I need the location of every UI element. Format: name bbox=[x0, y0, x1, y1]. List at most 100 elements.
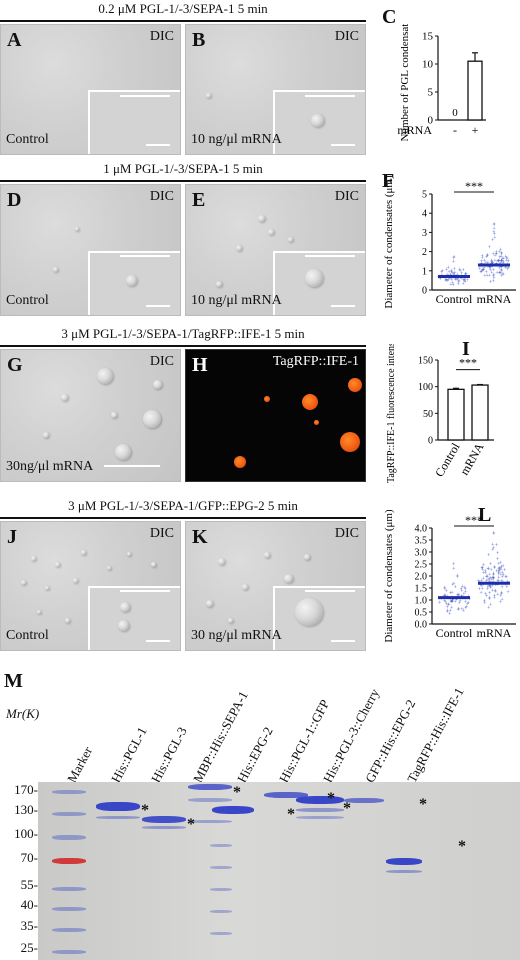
data-point: + bbox=[489, 586, 493, 592]
inset-K bbox=[273, 586, 365, 650]
data-point: + bbox=[483, 599, 487, 605]
marker-band bbox=[52, 835, 86, 840]
data-point: + bbox=[455, 278, 459, 284]
data-point: + bbox=[485, 255, 489, 261]
data-point: + bbox=[498, 567, 502, 573]
data-point: + bbox=[450, 591, 454, 597]
data-point: + bbox=[460, 588, 464, 594]
data-point: + bbox=[452, 271, 456, 277]
inset-scale-bar bbox=[331, 305, 355, 307]
data-point: + bbox=[457, 607, 461, 613]
data-point: + bbox=[464, 606, 468, 612]
y-axis-label: Diameter of condensates (μm) bbox=[383, 176, 395, 309]
y-tick-label: 5 bbox=[422, 190, 427, 201]
micrograph-E: E DIC 10 ng/μl mRNA bbox=[185, 184, 366, 316]
data-point: + bbox=[500, 259, 504, 265]
chart-I: 0 50 100 150 Mean TagRFP::IFE-1 fluorescence… bbox=[386, 344, 494, 486]
mode-label-D: DIC bbox=[149, 189, 174, 204]
condensate bbox=[61, 394, 68, 401]
data-point: + bbox=[490, 577, 494, 583]
condensate-red bbox=[340, 432, 360, 452]
micrograph-A: A DIC Control bbox=[0, 24, 181, 155]
panel-letter-M: M bbox=[4, 670, 23, 692]
data-point: + bbox=[493, 236, 497, 242]
data-point: + bbox=[451, 583, 455, 589]
data-point: + bbox=[502, 260, 506, 266]
chart-L: 0.00.51.01.52.02.53.03.54.0 Diameter of c… bbox=[383, 510, 516, 643]
data-point: + bbox=[493, 565, 497, 571]
data-point: + bbox=[506, 267, 510, 273]
y-tick-label: 50 bbox=[423, 409, 433, 420]
data-point: + bbox=[500, 590, 504, 596]
data-point: + bbox=[462, 608, 466, 614]
data-point: + bbox=[485, 274, 489, 280]
data-point: + bbox=[464, 272, 468, 278]
data-point: + bbox=[500, 259, 504, 265]
data-point: + bbox=[457, 279, 461, 285]
data-point: + bbox=[447, 270, 451, 276]
data-point: + bbox=[480, 259, 484, 265]
data-point: + bbox=[492, 571, 496, 577]
panel-letter-B: B bbox=[192, 29, 206, 51]
data-point: + bbox=[484, 270, 488, 276]
inset-E bbox=[273, 251, 365, 315]
x-tick-label: Control bbox=[436, 626, 473, 640]
data-point: + bbox=[451, 597, 455, 603]
data-point: + bbox=[444, 600, 448, 606]
data-point: + bbox=[494, 250, 498, 256]
data-point: + bbox=[451, 598, 455, 604]
data-point: + bbox=[438, 276, 442, 282]
lane-label: Marker bbox=[64, 744, 96, 786]
data-point: + bbox=[481, 566, 485, 572]
data-point: + bbox=[489, 562, 493, 568]
micrograph-G: G DIC 30ng/μl mRNA bbox=[0, 349, 181, 482]
scale-bar bbox=[305, 95, 355, 97]
data-point: + bbox=[496, 593, 500, 599]
data-point: + bbox=[493, 259, 497, 265]
data-point: + bbox=[465, 604, 469, 610]
data-point: + bbox=[456, 575, 460, 581]
band-star: * bbox=[141, 802, 149, 819]
data-point: + bbox=[446, 609, 450, 615]
data-point: + bbox=[487, 245, 491, 251]
micrograph-D: D DIC Control bbox=[0, 184, 181, 316]
data-point: + bbox=[504, 582, 508, 588]
inset-scale-bar bbox=[331, 144, 355, 146]
micrograph-H: H TagRFP::IFE-1 bbox=[185, 349, 366, 482]
condensate-red bbox=[302, 394, 318, 410]
data-point: + bbox=[487, 553, 491, 559]
y-tick-label: 1 bbox=[422, 266, 427, 277]
data-point: + bbox=[493, 588, 497, 594]
data-point: + bbox=[486, 575, 490, 581]
data-point: + bbox=[500, 268, 504, 274]
data-point: + bbox=[460, 271, 464, 277]
scale-bar bbox=[305, 255, 355, 257]
data-point: + bbox=[489, 280, 493, 286]
band-star: * bbox=[458, 838, 466, 855]
data-point: + bbox=[503, 568, 507, 574]
protein-band-faint bbox=[142, 826, 186, 829]
data-point: + bbox=[489, 603, 493, 609]
data-point: + bbox=[484, 264, 488, 270]
micrograph-K: K DIC 30 ng/μl mRNA bbox=[185, 521, 366, 651]
band-star: * bbox=[419, 796, 427, 813]
data-point: + bbox=[498, 266, 502, 272]
gel-image bbox=[38, 782, 520, 960]
condensate bbox=[206, 93, 211, 98]
condensate bbox=[73, 578, 78, 583]
data-point: + bbox=[442, 599, 446, 605]
data-point: + bbox=[453, 267, 457, 273]
data-point: + bbox=[481, 268, 485, 274]
protein-band-faint bbox=[296, 816, 344, 819]
y-tick-label: 10 bbox=[422, 59, 434, 71]
marker-band bbox=[52, 812, 86, 816]
condensate-red bbox=[314, 420, 319, 425]
condensate bbox=[45, 586, 49, 590]
data-point: + bbox=[454, 277, 458, 283]
data-point: + bbox=[448, 276, 452, 282]
protein-band bbox=[212, 806, 254, 814]
data-point: + bbox=[496, 583, 500, 589]
data-point: + bbox=[480, 254, 484, 260]
condition-label-B: 10 ng/μl mRNA bbox=[191, 132, 282, 147]
data-point: + bbox=[492, 576, 496, 582]
